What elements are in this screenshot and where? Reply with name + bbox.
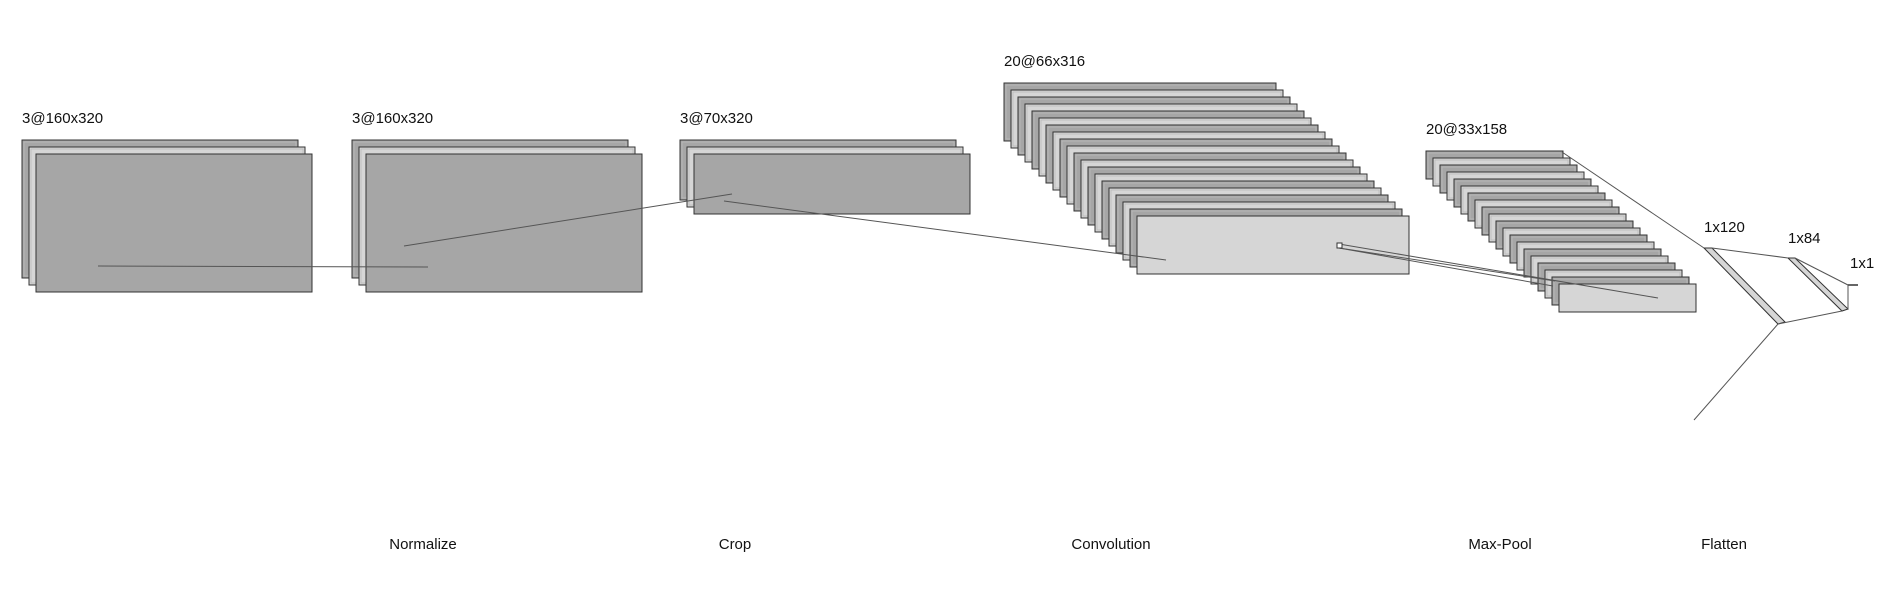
dense-layer-fc2 xyxy=(1786,257,1849,312)
feature-map-stack-input xyxy=(21,139,313,293)
connection-lines xyxy=(97,151,1849,421)
feature-map-stack-crop xyxy=(679,139,971,215)
layer-label-crop: 3@70x320 xyxy=(680,110,753,127)
dense-layer-fc1 xyxy=(1702,247,1786,325)
layer-label-pool: 20@33x158 xyxy=(1426,121,1507,138)
operation-label-convolution: Convolution xyxy=(1071,536,1150,553)
feature-map xyxy=(35,153,313,293)
feature-map xyxy=(1558,283,1697,313)
operation-label-normalize: Normalize xyxy=(389,536,457,553)
feature-map-stack-normalize xyxy=(351,139,643,293)
operation-label-max-pool: Max-Pool xyxy=(1468,536,1531,553)
feature-map xyxy=(693,153,971,215)
layer-label-input: 3@160x320 xyxy=(22,110,103,127)
feature-map xyxy=(1136,215,1410,275)
operation-label-flatten: Flatten xyxy=(1701,536,1747,553)
feature-map xyxy=(365,153,643,293)
feature-map-stack-conv xyxy=(1003,82,1410,275)
layer-label-conv: 20@66x316 xyxy=(1004,53,1085,70)
feature-map-stack-pool xyxy=(1425,150,1697,313)
operation-label-crop: Crop xyxy=(719,536,752,553)
layer-label-out: 1x1 xyxy=(1850,255,1874,272)
layer-label-fc1: 1x120 xyxy=(1704,219,1745,236)
layer-label-normalize: 3@160x320 xyxy=(352,110,433,127)
layer-label-fc2: 1x84 xyxy=(1788,230,1821,247)
conv-kernel-marker xyxy=(1336,242,1343,249)
